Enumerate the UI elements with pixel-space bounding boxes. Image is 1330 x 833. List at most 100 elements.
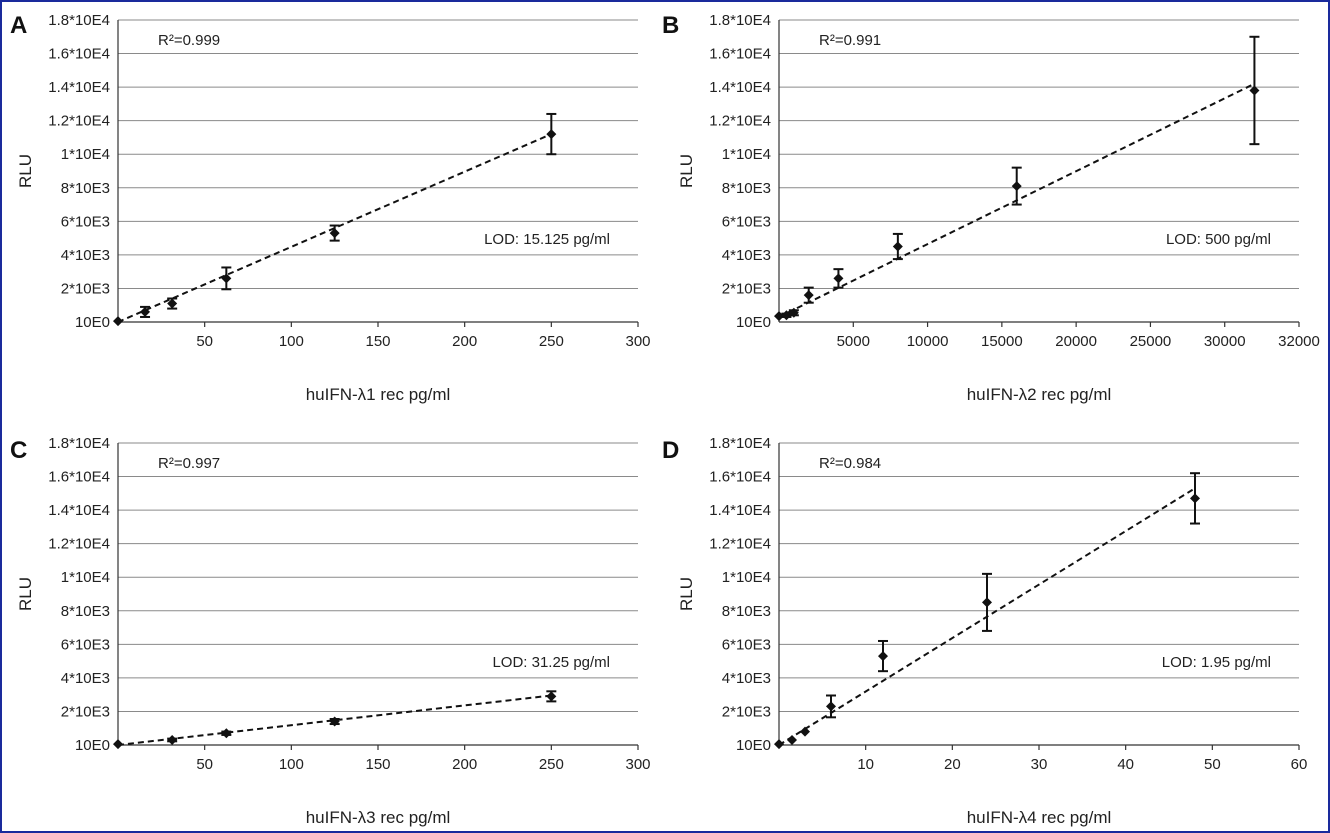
r-squared-label: R²=0.984	[819, 455, 881, 472]
r-squared-label: R²=0.991	[819, 32, 881, 49]
data-point	[546, 129, 557, 140]
y-tick-label: 1.6*10E4	[709, 46, 771, 63]
y-tick-label: 1*10E4	[722, 569, 771, 586]
data-point	[113, 316, 123, 327]
y-tick-label: 1.8*10E4	[709, 435, 771, 452]
x-tick-label: 60	[1291, 756, 1308, 773]
x-tick-label: 10000	[907, 333, 949, 350]
x-tick-label: 50	[196, 333, 213, 350]
data-point	[167, 298, 178, 309]
y-axis-title: RLU	[677, 154, 696, 188]
x-tick-label: 5000	[837, 333, 870, 350]
x-tick-label: 150	[365, 333, 390, 350]
data-point	[878, 651, 888, 662]
y-tick-label: 6*10E3	[722, 636, 771, 653]
x-tick-label: 150	[365, 756, 390, 773]
x-tick-label: 15000	[981, 333, 1023, 350]
regression-line	[117, 694, 552, 746]
y-tick-label: 8*10E3	[722, 180, 771, 197]
x-tick-label: 200	[452, 333, 477, 350]
x-tick-label: 30	[1031, 756, 1048, 773]
x-tick-label: 300	[625, 756, 650, 773]
lod-label: LOD: 1.95 pg/ml	[1162, 654, 1271, 671]
y-tick-label: 10E0	[75, 314, 110, 331]
panel-d: 10E0 2*10E3 4*10E3 6*10E3 8*10E3 1*10E4 1.2*10…	[662, 435, 1307, 827]
y-tick-label: 1*10E4	[722, 146, 771, 163]
y-tick-label: 6*10E3	[722, 213, 771, 230]
y-tick-label: 1.8*10E4	[48, 435, 110, 452]
data-point	[221, 728, 232, 739]
r-squared-label: R²=0.997	[158, 455, 220, 472]
panel-a: 10E0 2*10E3 4*10E3 6*10E3 8*10E3 1*10E4 1.2*10…	[10, 12, 651, 404]
panel-letter: A	[10, 12, 27, 39]
data-point	[787, 734, 797, 745]
x-tick-label: 30000	[1204, 333, 1246, 350]
panel-c: 10E0 2*10E3 4*10E3 6*10E3 8*10E3 1*10E4 1.2*10…	[10, 435, 651, 827]
data-point	[1011, 181, 1022, 192]
data-point	[329, 228, 340, 239]
x-axis-title: huIFN-λ4 rec pg/ml	[967, 808, 1112, 827]
data-point	[167, 734, 178, 745]
y-axis-title: RLU	[16, 577, 35, 611]
y-tick-label: 1.4*10E4	[48, 502, 110, 519]
data-point	[221, 273, 232, 284]
x-axis-title: huIFN-λ1 rec pg/ml	[306, 385, 451, 404]
x-tick-label: 20000	[1055, 333, 1097, 350]
y-tick-label: 10E0	[736, 737, 771, 754]
y-tick-label: 2*10E3	[61, 703, 110, 720]
x-tick-label: 100	[279, 756, 304, 773]
panel-b: 10E0 2*10E3 4*10E3 6*10E3 8*10E3 1*10E4 1.2*10…	[662, 12, 1320, 404]
data-point	[774, 739, 784, 750]
y-tick-label: 4*10E3	[61, 670, 110, 687]
y-tick-label: 1.6*10E4	[709, 469, 771, 486]
y-tick-label: 1*10E4	[61, 569, 110, 586]
y-tick-label: 1.2*10E4	[48, 536, 110, 553]
y-axis-title: RLU	[677, 577, 696, 611]
data-point	[803, 290, 814, 301]
data-point	[826, 701, 836, 712]
x-tick-label: 32000	[1278, 333, 1320, 350]
y-tick-label: 4*10E3	[61, 247, 110, 264]
y-tick-label: 1.8*10E4	[709, 12, 771, 29]
y-tick-label: 4*10E3	[722, 247, 771, 264]
r-squared-label: R²=0.999	[158, 32, 220, 49]
y-tick-label: 1.6*10E4	[48, 469, 110, 486]
lod-label: LOD: 31.25 pg/ml	[492, 654, 610, 671]
data-point	[140, 306, 151, 317]
y-tick-label: 1.4*10E4	[709, 502, 771, 519]
data-point	[892, 241, 903, 252]
regression-line	[117, 133, 552, 323]
y-tick-label: 6*10E3	[61, 636, 110, 653]
data-point	[546, 691, 557, 702]
data-point	[113, 739, 123, 750]
y-tick-label: 1.4*10E4	[709, 79, 771, 96]
y-tick-label: 10E0	[75, 737, 110, 754]
data-point	[329, 716, 340, 727]
data-point	[1249, 85, 1260, 96]
x-tick-label: 25000	[1130, 333, 1172, 350]
y-tick-label: 8*10E3	[61, 180, 110, 197]
x-axis-title: huIFN-λ2 rec pg/ml	[967, 385, 1112, 404]
x-tick-label: 250	[539, 756, 564, 773]
x-tick-label: 250	[539, 333, 564, 350]
x-tick-label: 200	[452, 756, 477, 773]
y-tick-label: 1.8*10E4	[48, 12, 110, 29]
panel-letter: D	[662, 437, 679, 464]
y-tick-label: 10E0	[736, 314, 771, 331]
y-tick-label: 2*10E3	[722, 280, 771, 297]
y-tick-label: 6*10E3	[61, 213, 110, 230]
data-point	[788, 307, 799, 318]
y-tick-label: 1.6*10E4	[48, 46, 110, 63]
y-tick-label: 2*10E3	[722, 703, 771, 720]
lod-label: LOD: 15.125 pg/ml	[484, 231, 610, 248]
y-tick-label: 1.4*10E4	[48, 79, 110, 96]
y-tick-label: 1.2*10E4	[709, 113, 771, 130]
x-tick-label: 100	[279, 333, 304, 350]
panel-letter: C	[10, 437, 27, 464]
x-axis-title: huIFN-λ3 rec pg/ml	[306, 808, 451, 827]
y-axis-title: RLU	[16, 154, 35, 188]
data-point	[833, 273, 844, 284]
y-tick-label: 2*10E3	[61, 280, 110, 297]
